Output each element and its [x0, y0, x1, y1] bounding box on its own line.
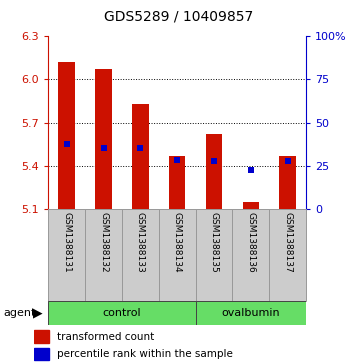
Text: agent: agent — [4, 308, 36, 318]
Bar — [48, 209, 85, 301]
Bar — [169, 156, 185, 209]
Text: transformed count: transformed count — [57, 332, 154, 342]
Bar — [85, 209, 122, 301]
Text: GSM1388131: GSM1388131 — [62, 212, 71, 272]
Text: GSM1388132: GSM1388132 — [99, 212, 108, 272]
Bar — [132, 104, 149, 209]
Bar — [269, 209, 306, 301]
Bar — [159, 209, 195, 301]
Text: GSM1388136: GSM1388136 — [246, 212, 255, 272]
Bar — [58, 62, 75, 209]
Text: GSM1388134: GSM1388134 — [173, 212, 182, 272]
Bar — [95, 69, 112, 209]
Text: GSM1388137: GSM1388137 — [283, 212, 292, 272]
Bar — [122, 209, 159, 301]
Bar — [195, 209, 232, 301]
Text: ovalbumin: ovalbumin — [222, 308, 280, 318]
Text: GSM1388135: GSM1388135 — [209, 212, 218, 272]
Bar — [34, 348, 49, 360]
Bar — [48, 301, 195, 325]
Text: GSM1388133: GSM1388133 — [136, 212, 145, 272]
Bar — [195, 301, 306, 325]
Bar — [279, 156, 296, 209]
Bar — [232, 209, 269, 301]
Text: GDS5289 / 10409857: GDS5289 / 10409857 — [105, 9, 253, 23]
Bar — [34, 330, 49, 343]
Bar — [243, 201, 259, 209]
Bar — [206, 134, 222, 209]
Text: control: control — [103, 308, 141, 318]
Text: percentile rank within the sample: percentile rank within the sample — [57, 349, 233, 359]
Text: ▶: ▶ — [33, 307, 43, 319]
